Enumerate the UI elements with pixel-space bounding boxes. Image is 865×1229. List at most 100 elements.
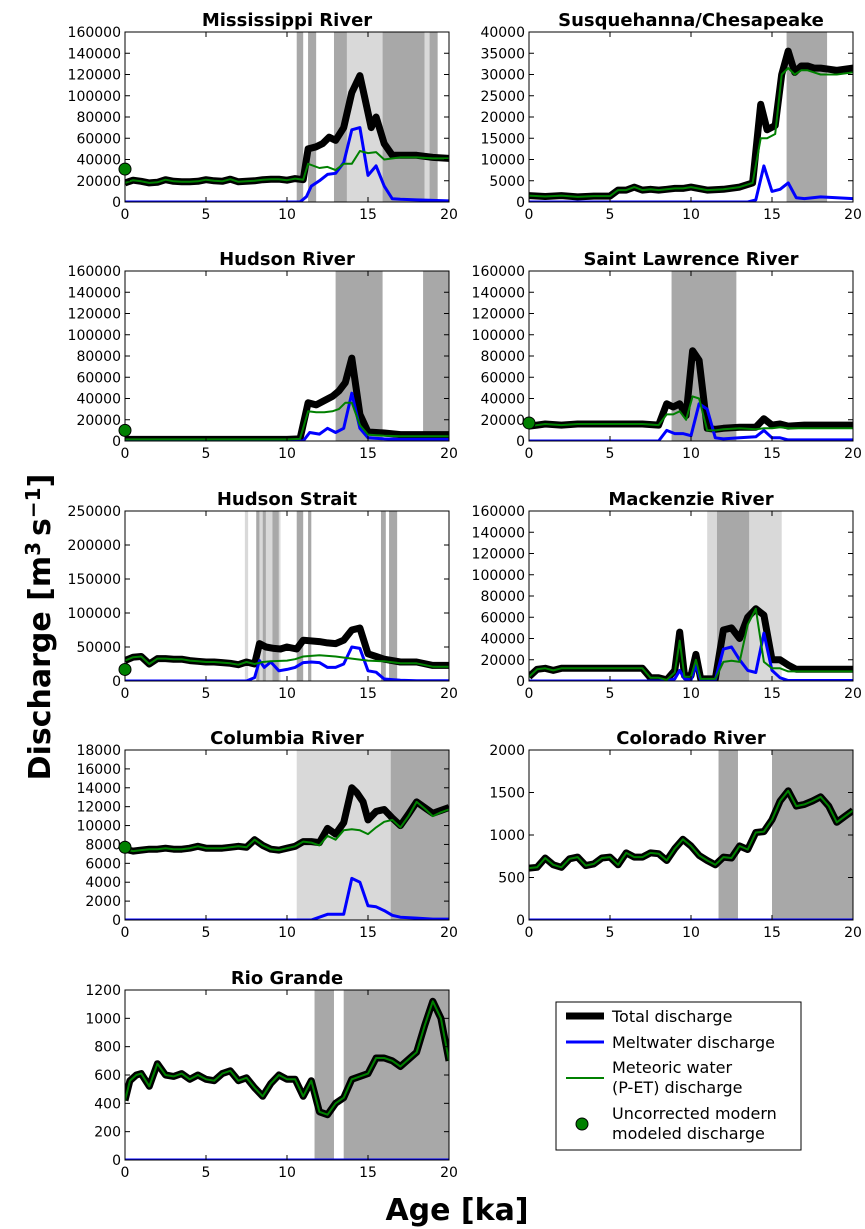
y-tick-label: 5000: [489, 174, 525, 190]
y-tick-label: 18000: [76, 743, 121, 759]
x-tick-label: 20: [440, 925, 458, 941]
x-tick-label: 20: [440, 686, 458, 702]
y-tick-label: 500: [498, 871, 525, 887]
y-tick-label: 30000: [480, 68, 525, 84]
y-tick-label: 1000: [85, 1011, 121, 1027]
x-tick-label: 20: [440, 1165, 458, 1181]
y-tick-label: 140000: [472, 525, 525, 541]
legend-label-meteoric-line1: Meteoric water: [612, 1058, 732, 1077]
y-tick-label: 20000: [480, 653, 525, 669]
series-melt: [125, 876, 449, 920]
shade-band: [262, 511, 266, 681]
y-tick-label: 160000: [68, 264, 121, 280]
y-tick-label: 8000: [85, 837, 121, 853]
shade-band: [380, 511, 386, 681]
y-tick-label: 140000: [68, 46, 121, 62]
y-tick-label: 60000: [480, 610, 525, 626]
legend-swatch-marker: [575, 1117, 589, 1131]
y-tick-label: 60000: [76, 370, 121, 386]
series-meteoric: [125, 150, 449, 184]
shade-band: [308, 32, 317, 202]
y-tick-label: 0: [112, 434, 121, 450]
series-group: [529, 47, 853, 202]
x-tick-label: 15: [763, 207, 781, 223]
series-melt: [529, 164, 853, 202]
y-tick-label: 100000: [68, 89, 121, 105]
y-tick-label: 150000: [68, 572, 121, 588]
y-tick-label: 0: [516, 195, 525, 211]
x-tick-label: 20: [440, 207, 458, 223]
shade-band: [390, 750, 449, 920]
x-tick-label: 0: [121, 925, 130, 941]
panel-hudson-river: 0 5 10 15 20 0 20000 40000 60000 80000 100000 12000…: [68, 249, 458, 462]
plot-frame: [124, 510, 450, 682]
x-tick-label: 0: [525, 686, 534, 702]
series-melt: [125, 126, 449, 202]
y-tick-label: 200: [94, 1125, 121, 1141]
y-tick-label: 20000: [76, 174, 121, 190]
x-tick-label: 10: [278, 1165, 296, 1181]
x-tick-label: 20: [844, 686, 862, 702]
x-tick-label: 20: [844, 925, 862, 941]
x-tick-label: 0: [121, 686, 130, 702]
y-tick-label: 16000: [76, 762, 121, 778]
x-tick-label: 5: [202, 207, 211, 223]
series-group: [125, 997, 449, 1160]
y-tick-label: 100000: [472, 568, 525, 584]
panel-title: Susquehanna/Chesapeake: [558, 10, 824, 31]
series-melt: [125, 391, 449, 441]
y-tick-label: 120000: [472, 547, 525, 563]
y-tick-label: 80000: [480, 349, 525, 365]
series-group: [529, 347, 853, 441]
panel-colorado-river: 0 5 10 15 20 0 500 1000 1500 2000 Colorado River: [489, 728, 862, 941]
series-group: [125, 624, 449, 681]
y-tick-label: 800: [94, 1040, 121, 1056]
shade-band: [256, 511, 260, 681]
x-tick-label: 10: [682, 446, 700, 462]
legend-label-marker-line2: modeled discharge: [612, 1124, 765, 1143]
x-tick-label: 10: [278, 686, 296, 702]
series-group: [125, 784, 449, 920]
y-tick-label: 40000: [76, 392, 121, 408]
x-tick-label: 0: [121, 1165, 130, 1181]
series-meteoric: [125, 800, 449, 853]
y-tick-label: 0: [516, 913, 525, 929]
shade-band: [259, 511, 263, 681]
y-tick-label: 20000: [480, 413, 525, 429]
legend-label-marker-line1: Uncorrected modern: [612, 1104, 777, 1123]
legend: Total discharge Meltwater discharge Mete…: [555, 1001, 802, 1151]
shade-band: [707, 511, 717, 681]
x-tick-label: 15: [763, 446, 781, 462]
y-tick-label: 120000: [68, 307, 121, 323]
x-tick-label: 10: [682, 686, 700, 702]
y-tick-label: 10000: [480, 153, 525, 169]
shade-band: [308, 511, 312, 681]
plot-frame: [528, 510, 854, 682]
shade-band: [718, 750, 738, 920]
series-meteoric: [125, 654, 449, 668]
y-tick-label: 0: [112, 195, 121, 211]
shade-band: [244, 511, 249, 681]
y-tick-label: 0: [112, 1153, 121, 1169]
panel-title: Rio Grande: [231, 968, 343, 989]
x-tick-label: 0: [121, 207, 130, 223]
x-tick-label: 5: [606, 925, 615, 941]
y-tick-label: 40000: [480, 25, 525, 41]
y-tick-label: 0: [112, 913, 121, 929]
x-tick-label: 10: [682, 207, 700, 223]
y-tick-label: 14000: [76, 781, 121, 797]
panel-title: Mississippi River: [202, 10, 372, 31]
shade-band: [424, 32, 430, 202]
y-tick-label: 20000: [480, 110, 525, 126]
panel-title: Hudson Strait: [217, 489, 358, 510]
x-tick-label: 10: [278, 446, 296, 462]
y-tick-label: 0: [516, 434, 525, 450]
y-tick-label: 60000: [480, 370, 525, 386]
x-tick-label: 20: [844, 207, 862, 223]
legend-label-meteoric-line2: (P-ET) discharge: [612, 1078, 743, 1097]
legend-frame: [555, 1001, 802, 1151]
y-tick-label: 60000: [76, 131, 121, 147]
shade-band: [772, 750, 853, 920]
panel-title: Columbia River: [210, 728, 364, 749]
figure-xlabel: Age [ka]: [385, 1193, 528, 1228]
